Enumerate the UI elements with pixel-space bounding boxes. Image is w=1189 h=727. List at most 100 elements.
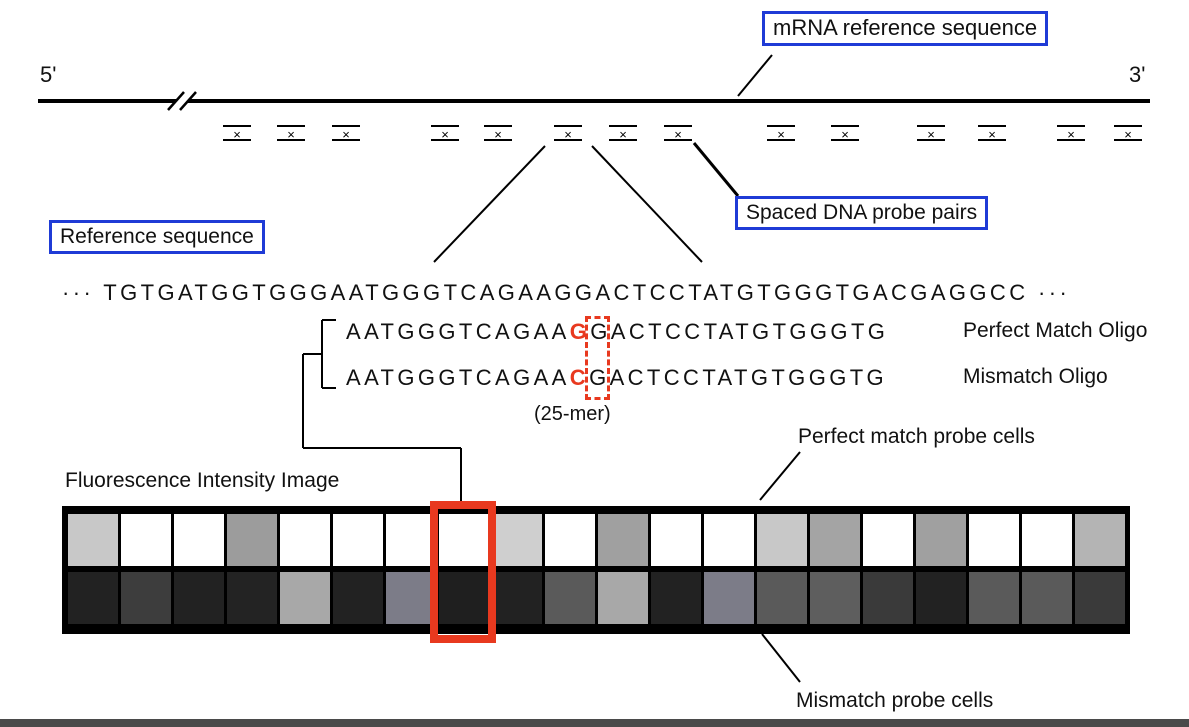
mm-central-base: C (569, 365, 590, 390)
mismatch-cell (545, 572, 595, 624)
probe-pair-glyph: × (664, 125, 692, 142)
probe-pair-glyph: × (554, 125, 582, 142)
mismatch-cell (810, 572, 860, 624)
mismatch-cell (1075, 572, 1125, 624)
mismatch-cell (333, 572, 383, 624)
five-prime-label: 5' (40, 62, 57, 87)
perfect-match-cell (492, 514, 542, 566)
perfect-match-cell (969, 514, 1019, 566)
perfect-match-cell (863, 514, 913, 566)
svg-text:×: × (674, 127, 682, 142)
mismatch-cell (492, 572, 542, 624)
probe-pair-glyph: × (332, 125, 360, 142)
pm-central-base: G (569, 319, 591, 344)
mismatch-cell (439, 572, 489, 624)
mrna-callout-line (737, 54, 773, 97)
mismatch-oligo-label: Mismatch Oligo (963, 365, 1108, 388)
mismatch-cell (916, 572, 966, 624)
probe-pair-glyph: × (484, 125, 512, 142)
zoom-line-right (591, 145, 703, 263)
mm-suffix: GACTCCTATGTGGGTG (589, 365, 888, 390)
three-prime-label: 3' (1129, 62, 1146, 87)
perfect-match-cell (545, 514, 595, 566)
strand-break-mark-2 (179, 91, 197, 111)
mismatch-cell (386, 572, 436, 624)
highlighted-probe-column (430, 501, 496, 643)
mismatch-cell (121, 572, 171, 624)
perfect-match-cell (704, 514, 754, 566)
svg-text:×: × (988, 127, 996, 142)
fluorescence-intensity-grid (62, 506, 1130, 634)
perfect-match-cell (651, 514, 701, 566)
perfect-match-cell (598, 514, 648, 566)
svg-text:×: × (564, 127, 572, 142)
reference-sequence-label: Reference sequence (49, 220, 265, 254)
probe-pairs-callout-line (692, 142, 740, 197)
perfect-match-callout-line (759, 451, 801, 501)
mismatch-cells-label: Mismatch probe cells (796, 689, 994, 712)
pm-prefix: AATGGGTCAGAA (346, 319, 570, 344)
svg-text:×: × (619, 127, 627, 142)
perfect-match-cell (439, 514, 489, 566)
perfect-match-cells-label: Perfect match probe cells (798, 425, 1035, 448)
mismatch-cell (651, 572, 701, 624)
probe-pair-glyph: × (831, 125, 859, 142)
svg-text:×: × (494, 127, 502, 142)
perfect-match-oligo: AATGGGTCAGAAGGACTCCTATGTGGGTG (346, 321, 888, 343)
perfect-match-cell (916, 514, 966, 566)
probe-pair-glyph: × (277, 125, 305, 142)
svg-text:×: × (342, 127, 350, 142)
probe-pair-glyph: × (1114, 125, 1142, 142)
window-bottom-edge (0, 719, 1189, 727)
strand-break-mark-1 (167, 91, 185, 111)
perfect-match-cell (1075, 514, 1125, 566)
mismatch-cell (863, 572, 913, 624)
probe-pair-glyph: × (978, 125, 1006, 142)
probe-pairs: × × × × × × × × × × × × × × (223, 125, 1142, 142)
perfect-match-cell (386, 514, 436, 566)
mismatch-callout-line (761, 633, 801, 683)
pm-suffix: GACTCCTATGTGGGTG (590, 319, 889, 344)
perfect-match-cell (810, 514, 860, 566)
probe-pair-glyph: × (1057, 125, 1085, 142)
mismatch-cell (598, 572, 648, 624)
perfect-match-cell (757, 514, 807, 566)
perfect-match-oligo-label: Perfect Match Oligo (963, 319, 1148, 342)
oligo-length-label: (25-mer) (534, 403, 611, 425)
mismatch-cell (704, 572, 754, 624)
central-base-highlight (585, 316, 610, 400)
mismatch-cell (227, 572, 277, 624)
mm-prefix: AATGGGTCAGAA (346, 365, 570, 390)
mismatch-cell (174, 572, 224, 624)
probe-pair-glyph: × (767, 125, 795, 142)
mismatch-cell (280, 572, 330, 624)
svg-text:×: × (927, 127, 935, 142)
spaced-probe-pairs-label: Spaced DNA probe pairs (735, 196, 989, 230)
svg-text:×: × (1067, 127, 1075, 142)
mismatch-cell (68, 572, 118, 624)
svg-text:×: × (287, 127, 295, 142)
perfect-match-cell (333, 514, 383, 566)
probe-pair-glyph: × (609, 125, 637, 142)
svg-text:×: × (1124, 127, 1132, 142)
svg-text:×: × (441, 127, 449, 142)
mrna-reference-label: mRNA reference sequence (762, 11, 1049, 46)
mismatch-cell (757, 572, 807, 624)
svg-text:×: × (233, 127, 241, 142)
perfect-match-cell (227, 514, 277, 566)
mismatch-cell (969, 572, 1019, 624)
svg-text:×: × (777, 127, 785, 142)
probe-pair-glyph: × (431, 125, 459, 142)
reference-sequence-text: ··· TGTGATGGTGGGAATGGGTCAGAAGGACTCCTATGT… (62, 280, 1071, 305)
mismatch-oligo: AATGGGTCAGAACGACTCCTATGTGGGTG (346, 367, 887, 389)
perfect-match-cell (121, 514, 171, 566)
mismatch-cell (1022, 572, 1072, 624)
probe-pair-glyph: × (223, 125, 251, 142)
svg-text:×: × (841, 127, 849, 142)
perfect-match-cell (280, 514, 330, 566)
perfect-match-cell (1022, 514, 1072, 566)
perfect-match-cell (174, 514, 224, 566)
perfect-match-cell (68, 514, 118, 566)
